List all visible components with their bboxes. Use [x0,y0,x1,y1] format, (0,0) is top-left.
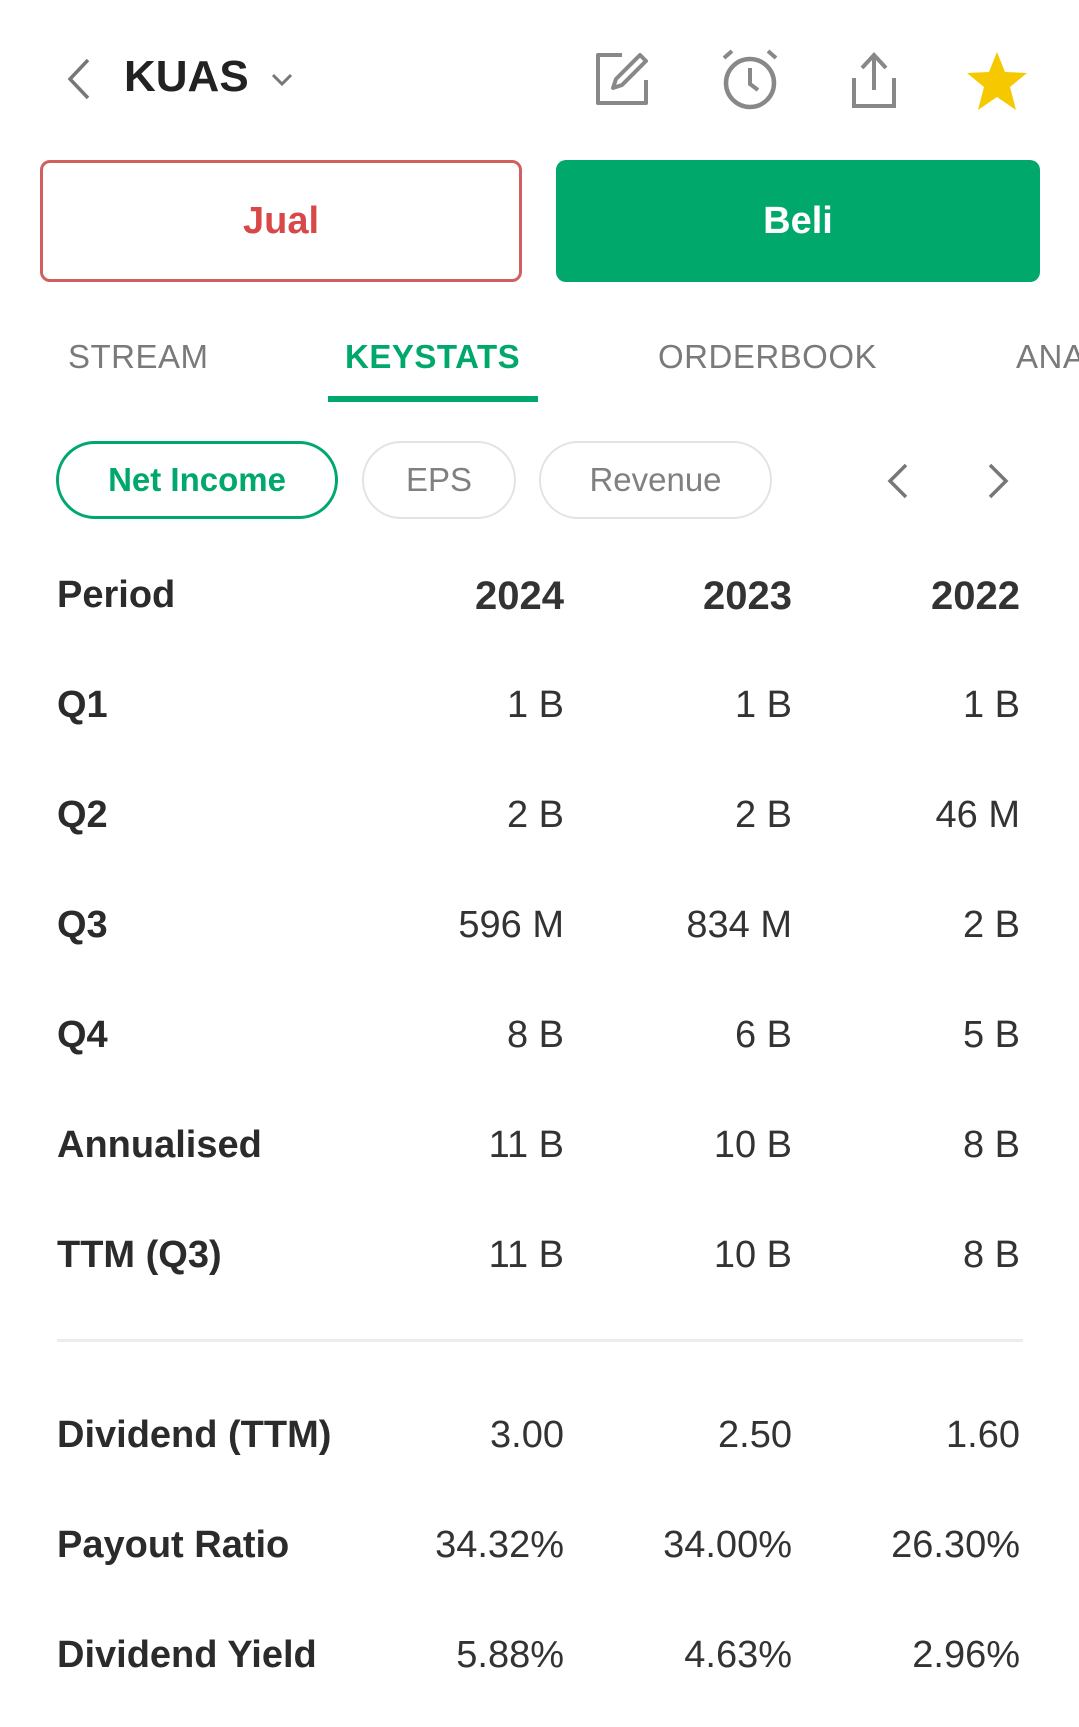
row-value: 10 B [713,1124,792,1166]
row-value: 834 M [686,904,792,946]
row-value: 2 B [734,794,792,836]
row-value: 2.96% [912,1634,1020,1676]
row-value: 4.63% [684,1634,792,1676]
row-value: 34.32% [435,1524,564,1566]
row-value: 2 B [962,904,1020,946]
table-row: Q4 8 B 6 B 5 B [0,1014,1079,1074]
row-label: Q3 [57,904,108,946]
pill-net-income[interactable]: Net Income [56,441,338,519]
chevron-down-icon[interactable] [270,72,294,88]
row-value: 3.00 [490,1414,564,1456]
row-label: Annualised [57,1124,262,1166]
active-tab-indicator [328,396,538,402]
row-label: Q1 [57,684,108,726]
pill-revenue[interactable]: Revenue [539,441,772,519]
row-label: Q4 [57,1014,108,1056]
row-value: 6 B [734,1014,792,1056]
row-value: 26.30% [891,1524,1020,1566]
tab-stream[interactable]: STREAM [68,338,209,375]
edit-icon[interactable] [592,50,650,108]
ticker-title[interactable]: KUAS [124,52,249,101]
table-row: Payout Ratio 34.32% 34.00% 26.30% [0,1524,1079,1584]
buy-button[interactable]: Beli [556,160,1040,282]
year-header: 2024 [475,574,564,618]
row-label: Dividend (TTM) [57,1414,332,1456]
tab-analysis[interactable]: ANA [1016,338,1079,375]
table-row: TTM (Q3) 11 B 10 B 8 B [0,1234,1079,1294]
row-value: 34.00% [663,1524,792,1566]
table-row: Q2 2 B 2 B 46 M [0,794,1079,854]
table-row: Q1 1 B 1 B 1 B [0,684,1079,744]
tab-orderbook[interactable]: ORDERBOOK [658,338,878,375]
year-header: 2023 [703,574,792,618]
row-value: 11 B [488,1234,564,1276]
row-label: TTM (Q3) [57,1234,222,1276]
sell-button[interactable]: Jual [40,160,522,282]
row-value: 1 B [962,684,1020,726]
section-divider [57,1339,1023,1342]
table-row: Q3 596 M 834 M 2 B [0,904,1079,964]
table-row: Dividend (TTM) 3.00 2.50 1.60 [0,1414,1079,1474]
row-value: 46 M [935,794,1020,836]
next-chevron-icon[interactable] [986,462,1010,500]
row-value: 596 M [458,904,564,946]
row-value: 5.88% [456,1634,564,1676]
row-value: 8 B [962,1124,1020,1166]
back-chevron-icon[interactable] [64,56,94,102]
table-row: Annualised 11 B 10 B 8 B [0,1124,1079,1184]
tab-keystats[interactable]: KEYSTATS [345,338,521,375]
row-value: 1.60 [946,1414,1020,1456]
alarm-clock-icon[interactable] [718,46,782,112]
period-label: Period [57,574,176,616]
row-label: Dividend Yield [57,1634,317,1676]
row-value: 8 B [962,1234,1020,1276]
row-value: 2 B [506,794,564,836]
row-value: 1 B [506,684,564,726]
row-label: Q2 [57,794,108,836]
table-header: Period 2024 2023 2022 [0,574,1079,634]
pill-eps[interactable]: EPS [362,441,516,519]
row-value: 5 B [962,1014,1020,1056]
star-icon[interactable] [964,50,1030,112]
row-value: 2.50 [718,1414,792,1456]
prev-chevron-icon[interactable] [886,462,910,500]
year-header: 2022 [931,574,1020,618]
row-value: 8 B [506,1014,564,1056]
table-row: Dividend Yield 5.88% 4.63% 2.96% [0,1634,1079,1694]
row-label: Payout Ratio [57,1524,290,1566]
row-value: 1 B [734,684,792,726]
share-icon[interactable] [846,50,902,112]
row-value: 10 B [713,1234,792,1276]
row-value: 11 B [488,1124,564,1166]
